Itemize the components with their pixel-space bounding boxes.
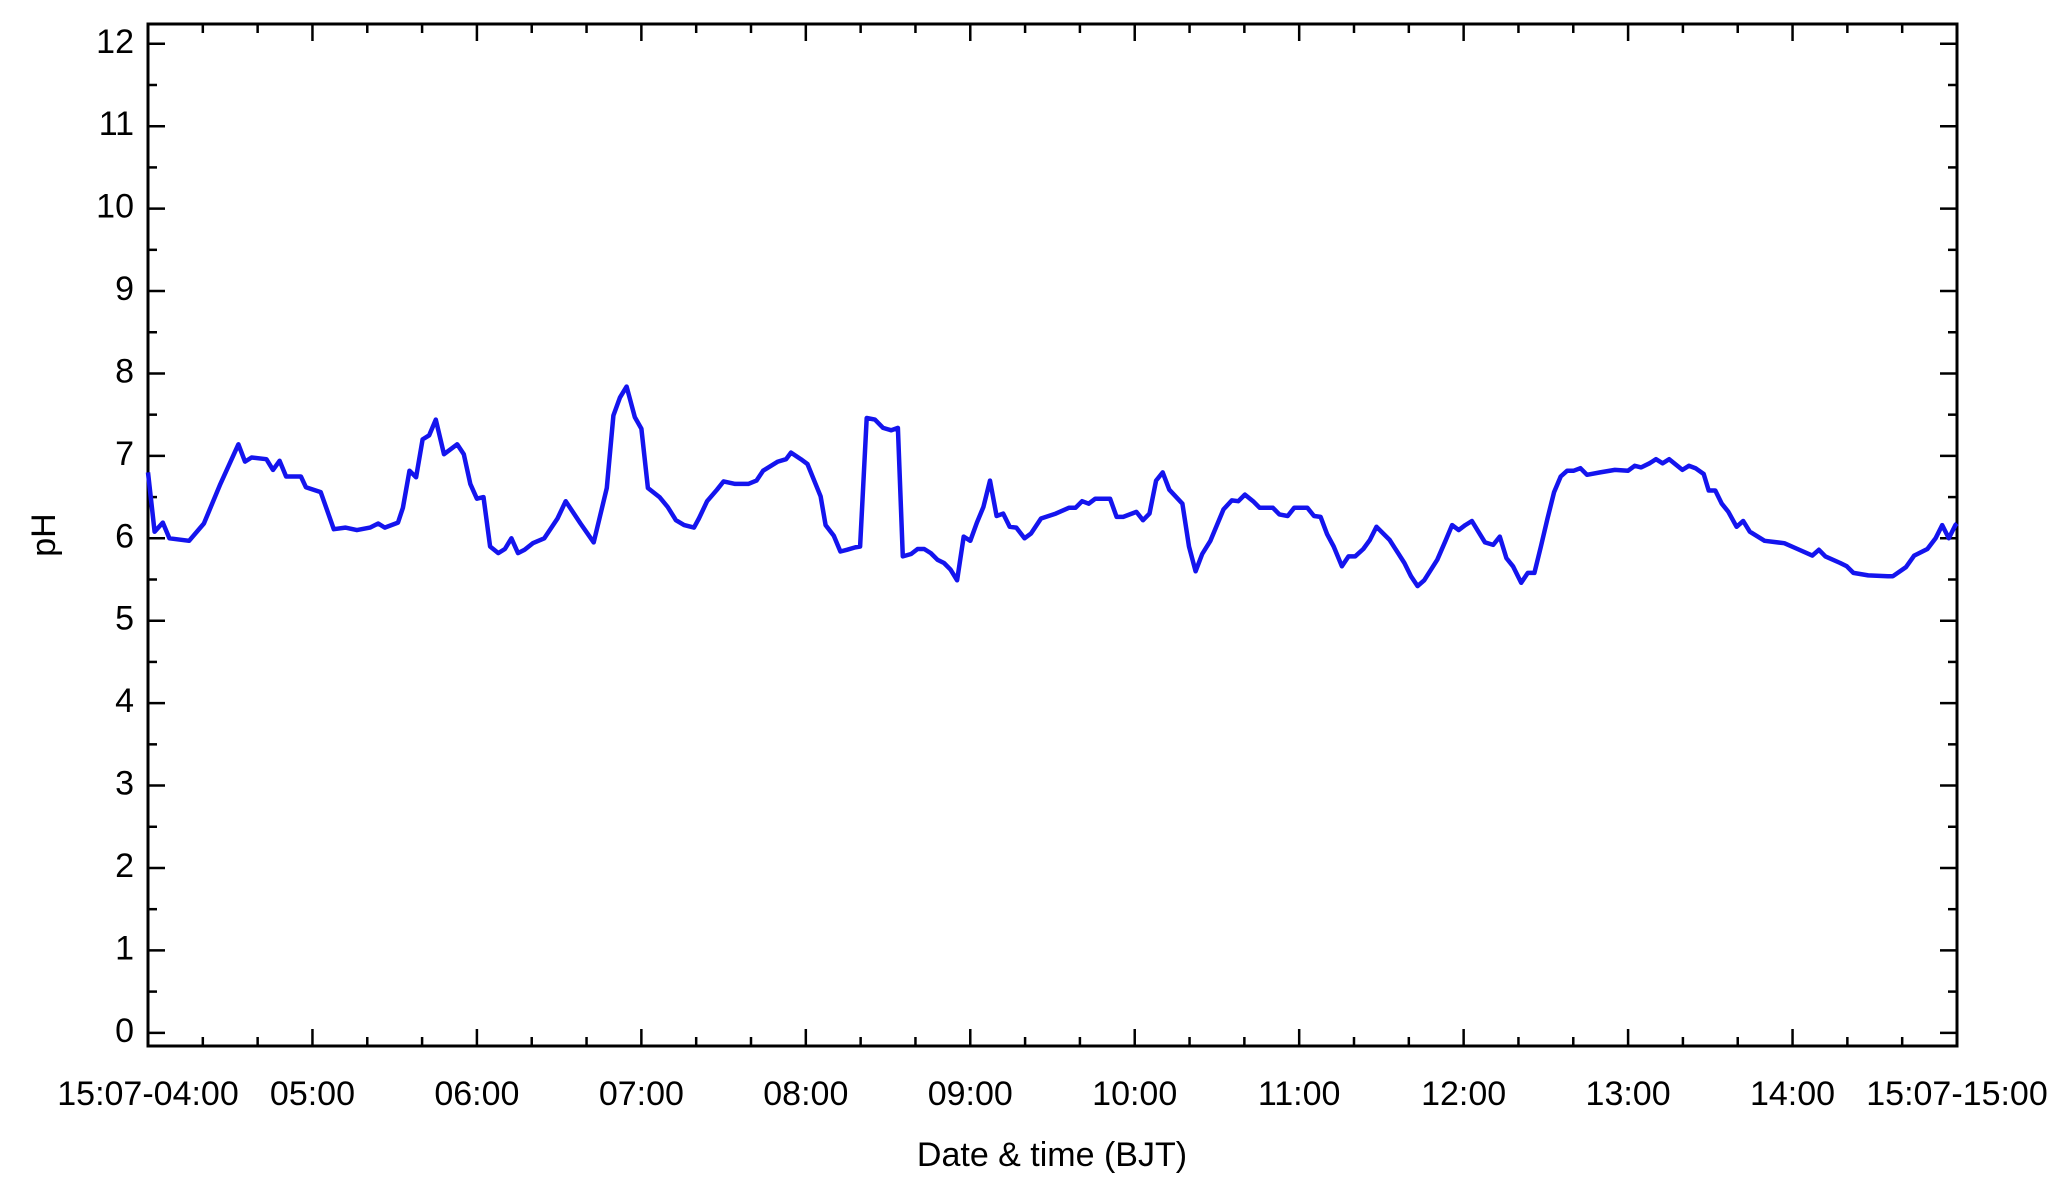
y-tick-label: 12 bbox=[96, 23, 134, 61]
y-tick-label: 7 bbox=[115, 435, 134, 473]
y-tick-label: 11 bbox=[99, 105, 134, 143]
y-tick-label: 2 bbox=[115, 847, 134, 885]
plot-frame bbox=[146, 22, 1959, 1048]
x-tick-label: 05:00 bbox=[270, 1075, 355, 1113]
x-tick-label: 14:00 bbox=[1750, 1075, 1835, 1113]
x-axis-label: Date & time (BJT) bbox=[917, 1136, 1187, 1174]
x-tick-label: 11:00 bbox=[1258, 1075, 1341, 1113]
y-tick-label: 9 bbox=[115, 270, 134, 308]
x-tick-label: 07:00 bbox=[599, 1075, 684, 1113]
y-tick-label: 1 bbox=[115, 929, 134, 967]
x-tick-label: 06:00 bbox=[434, 1075, 519, 1113]
x-tick-label: 08:00 bbox=[763, 1075, 848, 1113]
y-tick-label: 10 bbox=[96, 188, 134, 226]
x-tick-label: 10:00 bbox=[1092, 1075, 1177, 1113]
y-tick-label: 5 bbox=[115, 600, 134, 638]
x-tick-label: 09:00 bbox=[928, 1075, 1013, 1113]
x-tick-label: 15:07-04:00 bbox=[57, 1075, 239, 1113]
x-tick-label: 15:07-15:00 bbox=[1866, 1075, 2048, 1113]
data-line bbox=[145, 384, 1959, 589]
y-tick-label: 3 bbox=[115, 765, 134, 803]
y-tick-label: 6 bbox=[115, 517, 134, 555]
x-tick-label: 13:00 bbox=[1586, 1075, 1671, 1113]
y-tick-label: 8 bbox=[115, 352, 134, 390]
x-tick-label: 12:00 bbox=[1421, 1075, 1506, 1113]
y-axis-label: pH bbox=[25, 513, 63, 556]
y-tick-label: 0 bbox=[115, 1012, 134, 1050]
y-tick-label: 4 bbox=[115, 682, 134, 720]
